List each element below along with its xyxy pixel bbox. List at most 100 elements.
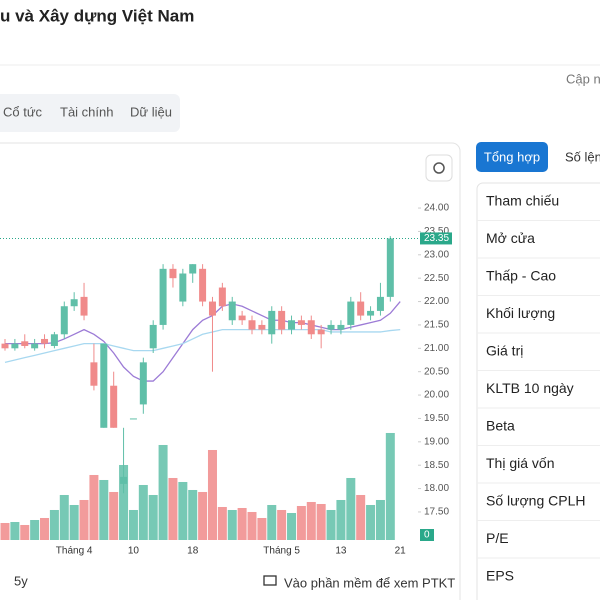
candle-body bbox=[11, 343, 19, 349]
volume-bar bbox=[326, 509, 336, 540]
candle-body bbox=[258, 324, 266, 330]
y-tick-label: 19.00 bbox=[424, 436, 449, 447]
volume-bar bbox=[119, 464, 129, 540]
updated-label: Cập n bbox=[566, 71, 600, 86]
volume-bar bbox=[69, 504, 79, 540]
candle-body bbox=[80, 296, 88, 316]
last-price-label: 23.35 bbox=[424, 233, 449, 244]
candle-body bbox=[199, 268, 207, 302]
x-tick-label: 21 bbox=[395, 546, 407, 557]
panel-row-label: Giá trị bbox=[486, 343, 523, 359]
y-tick-label: 22.00 bbox=[424, 296, 449, 307]
plot: 17.50 18.00 18.50 19.00 19.50 20.00 20.50 21.00… bbox=[0, 203, 452, 557]
volume-bar bbox=[287, 512, 297, 540]
y-tick-label: 21.50 bbox=[424, 320, 449, 331]
settings-button[interactable] bbox=[425, 154, 453, 182]
candle-body bbox=[110, 385, 118, 428]
x-tick-label: 10 bbox=[128, 546, 140, 557]
panel-box bbox=[476, 182, 600, 605]
moving-average bbox=[4, 328, 401, 363]
tab[interactable]: Tài chính bbox=[60, 104, 113, 119]
candle-body bbox=[149, 324, 157, 349]
ptkt-link[interactable]: Vào phần mềm để xem PTKT bbox=[284, 575, 455, 590]
y-tick-label: 21.00 bbox=[424, 343, 449, 354]
volume-bar bbox=[316, 503, 326, 540]
tab[interactable]: Dữ liệu bbox=[130, 104, 172, 119]
volume-bar bbox=[277, 509, 287, 540]
volume-bar bbox=[40, 517, 50, 540]
panel-row-label: Tham chiếu bbox=[486, 193, 559, 209]
volume-bar bbox=[257, 517, 267, 540]
volume-bar bbox=[158, 444, 168, 540]
volume-bar bbox=[247, 511, 257, 540]
candle-body bbox=[288, 320, 296, 330]
panel-tab[interactable]: Tổng hợp bbox=[484, 149, 540, 164]
panel-row-label: Khối lượng bbox=[486, 305, 555, 321]
volume-bar bbox=[109, 491, 119, 540]
candle-body bbox=[386, 238, 394, 297]
volume-bar bbox=[336, 499, 346, 540]
panel-row-label: Thấp - Cao bbox=[486, 268, 556, 284]
candle-body bbox=[1, 343, 9, 349]
volume-bar bbox=[49, 509, 59, 540]
panel-tab-active[interactable] bbox=[476, 142, 548, 172]
candle-body bbox=[347, 301, 355, 325]
candle-body bbox=[376, 296, 384, 311]
volume-bar bbox=[207, 449, 217, 540]
volume-bar bbox=[306, 501, 316, 540]
candle-body bbox=[317, 329, 325, 335]
y-tick-label: 24.00 bbox=[424, 203, 449, 214]
candle-body bbox=[31, 343, 39, 349]
volume-bar bbox=[10, 521, 20, 540]
y-tick-label: 20.00 bbox=[424, 390, 449, 401]
y-tick-label: 22.50 bbox=[424, 273, 449, 284]
candle-body bbox=[297, 320, 305, 325]
candle-body bbox=[367, 310, 375, 316]
candle-body bbox=[337, 324, 345, 330]
volume-bar bbox=[237, 507, 247, 540]
candle-body bbox=[120, 476, 128, 484]
volume-bar bbox=[366, 504, 376, 540]
volume-bar bbox=[59, 494, 69, 540]
candle-body bbox=[139, 362, 147, 405]
volume-bar bbox=[128, 509, 138, 540]
volume-bar bbox=[30, 519, 40, 540]
candle-body bbox=[41, 338, 49, 344]
y-tick-label: 23.50 bbox=[424, 226, 449, 237]
candle-body bbox=[218, 287, 226, 307]
last-price-box bbox=[420, 232, 452, 245]
candle-body bbox=[278, 310, 286, 330]
volume-bar bbox=[178, 481, 188, 540]
candle-body bbox=[129, 418, 137, 420]
volume-bar bbox=[227, 509, 237, 540]
panel-tab[interactable]: Số lện bbox=[565, 149, 600, 164]
volume-bar bbox=[267, 504, 277, 540]
volume-bar bbox=[375, 499, 385, 540]
x-tick-label: 18 bbox=[187, 546, 199, 557]
y-tick-label: 23.00 bbox=[424, 249, 449, 260]
tab[interactable]: Cổ tức bbox=[3, 104, 43, 119]
candle-body bbox=[208, 301, 216, 316]
candle-body bbox=[268, 310, 276, 335]
y-tick-label: 19.50 bbox=[424, 413, 449, 424]
x-tick-label: Tháng 4 bbox=[56, 546, 93, 557]
monitor-icon bbox=[263, 575, 277, 586]
volume-bar bbox=[89, 474, 99, 540]
candle-body bbox=[327, 324, 335, 330]
volume-bar bbox=[356, 494, 366, 540]
chart-frame bbox=[0, 142, 461, 605]
volume-bar bbox=[99, 479, 109, 540]
candle-body bbox=[238, 315, 246, 321]
volume-bar bbox=[188, 489, 198, 540]
candle-body bbox=[21, 341, 29, 346]
volume-bar bbox=[138, 484, 148, 540]
candle-body bbox=[228, 301, 236, 321]
y-tick-label: 20.50 bbox=[424, 366, 449, 377]
panel-row-label: KLTB 10 ngày bbox=[486, 380, 574, 396]
range-button[interactable]: 5y bbox=[14, 573, 28, 588]
volume-bar bbox=[217, 506, 227, 540]
candle-body bbox=[248, 320, 256, 330]
candle-body bbox=[189, 264, 197, 274]
candle-body bbox=[90, 362, 98, 386]
